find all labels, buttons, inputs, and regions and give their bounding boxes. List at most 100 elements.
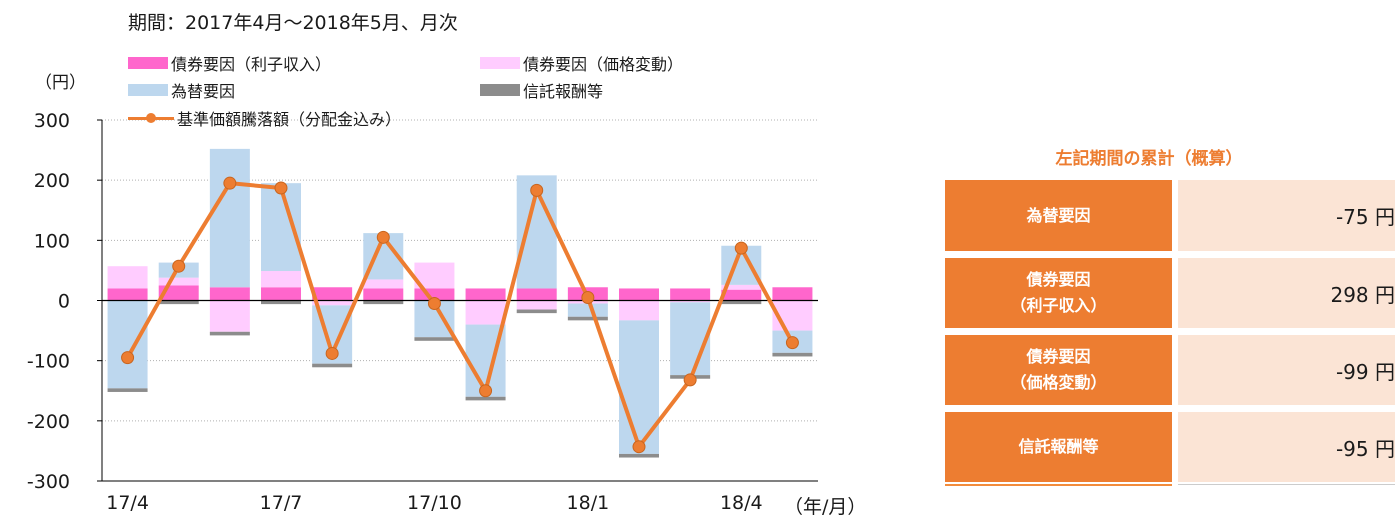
bar-segment: [261, 271, 301, 288]
line-point: [223, 176, 237, 190]
summary-value: -75 円: [1178, 180, 1395, 251]
bar-segment: [721, 284, 762, 290]
bar-segment: [516, 309, 557, 314]
line-point: [274, 181, 288, 195]
summary-title: 左記期間の累計（概算）: [1055, 149, 1243, 169]
bar-segment: [670, 300, 711, 303]
legend-swatch-interest: [128, 57, 168, 69]
bar-segment: [158, 300, 199, 305]
bar-segment: [312, 300, 353, 306]
gridlines: [102, 119, 818, 422]
y-tick-label: -300: [27, 471, 70, 493]
axes: [97, 119, 818, 482]
line-point: [683, 373, 697, 387]
bar-segment: [261, 300, 301, 305]
bar-segment: [158, 277, 199, 286]
bar-segment: [158, 285, 199, 301]
period-label: 期間：2017年4月～2018年5月、月次: [128, 12, 458, 34]
summary-bottom-rule: [945, 484, 1172, 486]
summary-table: 為替要因 -75 円 債券要因 （利子収入） 298 円 債券要因 （価格変動）…: [945, 180, 1395, 489]
bar-segment: [516, 288, 557, 301]
summary-label: 信託報酬等: [945, 412, 1172, 482]
line-point: [325, 346, 339, 360]
bar-segment: [107, 300, 148, 389]
x-tick-label: 17/4: [106, 492, 149, 514]
bar-segment: [209, 331, 250, 336]
legend-price: 債券要因（価格変動）: [480, 51, 683, 75]
bar-segment: [670, 288, 711, 301]
bar-segment: [209, 300, 250, 332]
bar-segment: [619, 300, 659, 321]
line-point: [581, 290, 595, 304]
summary-value: 298 円: [1178, 258, 1395, 328]
line-point: [172, 259, 186, 273]
bar-segment: [721, 289, 762, 301]
line-series: [121, 176, 799, 454]
bar-segment: [619, 320, 659, 454]
bar-segment: [107, 288, 148, 301]
y-tick-label: 0: [58, 291, 70, 313]
bar-segment: [209, 148, 250, 288]
y-tick-label: 200: [34, 170, 70, 192]
line-point: [376, 230, 390, 244]
legend-swatch-fx: [128, 84, 168, 96]
legend-label-fee: 信託報酬等: [523, 82, 604, 101]
bar-segment: [567, 303, 608, 317]
legend-label-fx: 為替要因: [171, 82, 236, 101]
bar-segment: [209, 287, 250, 301]
x-tick-label: 17/7: [260, 492, 303, 514]
bar-segment: [619, 453, 659, 458]
bar-segment: [312, 363, 353, 368]
bar-segment: [772, 352, 813, 357]
bar-segment: [261, 287, 301, 301]
bar-segment: [516, 300, 557, 310]
bar-segment: [465, 300, 506, 325]
summary-row-fx: 為替要因 -75 円: [945, 180, 1395, 251]
y-tick-label: -100: [27, 351, 70, 373]
line-point: [530, 183, 544, 197]
line-point: [785, 336, 799, 350]
x-tick-label: 18/4: [720, 492, 763, 514]
summary-bottom-rule-2: [1178, 484, 1395, 485]
tick-labels: 300 200 100 0 -100 -200 -300 17/4 17/7 17/10 18/1 1…: [27, 110, 763, 514]
bar-segment: [619, 288, 659, 301]
summary-value: -99 円: [1178, 335, 1395, 405]
y-tick-label: -200: [27, 411, 70, 433]
legend-interest: 債券要因（利子収入）: [128, 51, 331, 75]
line-point: [734, 241, 748, 255]
bar-segment: [567, 316, 608, 321]
legend-fx: 為替要因: [128, 78, 235, 102]
bar-segment: [363, 279, 404, 289]
summary-row-price: 債券要因 （価格変動） -99 円: [945, 335, 1395, 405]
summary-label: 債券要因 （利子収入）: [945, 258, 1172, 328]
legend-label-line: 基準価額騰落額（分配金込み）: [177, 110, 402, 129]
bar-segment: [414, 337, 455, 341]
legend-label-interest: 債券要因（利子収入）: [171, 55, 332, 74]
summary-label: 為替要因: [945, 180, 1172, 251]
bar-segment: [363, 300, 404, 305]
bar-segment: [721, 300, 762, 305]
line-point: [479, 384, 493, 398]
line-path: [125, 181, 795, 449]
bar-segment: [772, 287, 813, 301]
y-axis-unit: （円）: [35, 73, 86, 93]
x-tick-label: 18/1: [567, 492, 610, 514]
x-axis-unit: （年/月）: [784, 496, 867, 518]
bar-segment: [465, 396, 506, 401]
legend-swatch-price: [480, 57, 520, 69]
bar-segment: [107, 388, 148, 392]
bar-segment: [670, 302, 711, 376]
line-point: [427, 297, 441, 311]
y-tick-label: 100: [34, 230, 70, 252]
legend-line: 基準価額騰落額（分配金込み）: [128, 106, 401, 130]
legend-swatch-fee: [480, 84, 520, 96]
line-point: [121, 351, 135, 365]
legend-fee: 信託報酬等: [480, 78, 603, 102]
bar-segment: [107, 266, 148, 289]
legend-swatch-line: [128, 112, 174, 124]
bars: [107, 148, 813, 458]
summary-row-interest: 債券要因 （利子収入） 298 円: [945, 258, 1395, 328]
legend-label-price: 債券要因（価格変動）: [523, 55, 684, 74]
bar-segment: [312, 287, 353, 301]
